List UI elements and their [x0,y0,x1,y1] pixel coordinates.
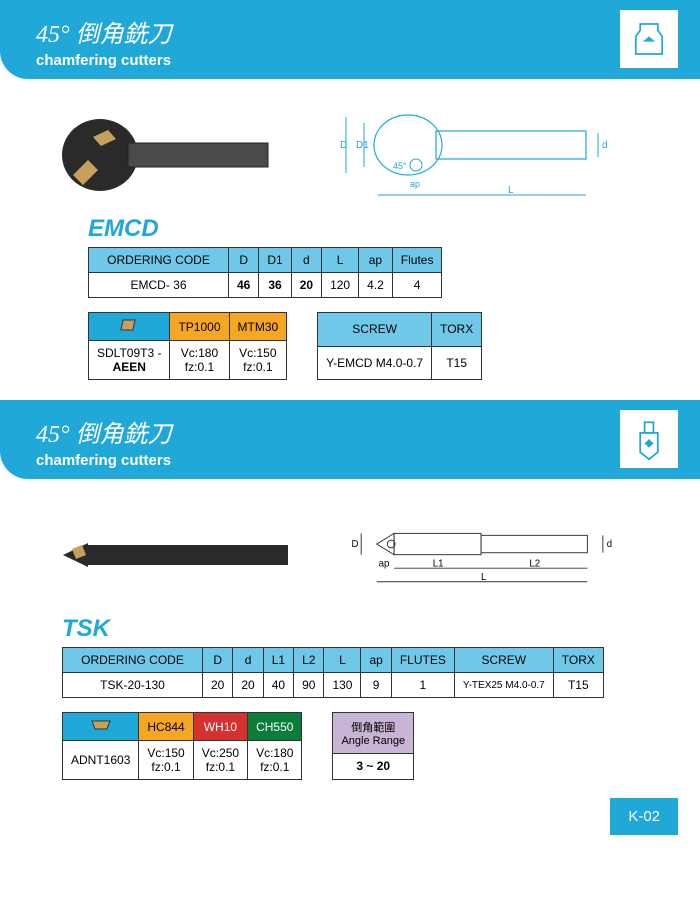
page-number: K-02 [610,798,678,835]
emcd-screw-table: SCREW TORX Y-EMCD M4.0-0.7 T15 [317,312,482,380]
header-icon-2 [620,410,678,468]
emcd-diagram: D D1 d L 45° ap [338,105,628,205]
label-L: L [508,185,514,196]
header-title-en-2: chamfering cutters [36,452,700,469]
svg-text:L2: L2 [529,559,540,570]
emcd-photo [38,105,298,205]
header-title-cn-1: 45° 倒角銑刀 [36,14,700,49]
angle-range-table: 倒角範圍Angle Range 3 ~ 20 [332,712,414,780]
header-icon-1 [620,10,678,68]
header-title-en-1: chamfering cutters [36,52,700,69]
label-ap: ap [410,179,420,189]
emcd-name: EMCD [88,215,662,243]
svg-text:D: D [352,539,359,550]
insert-code: SDLT09T3 -AEEN [89,341,170,380]
header-bar-2: 45° 倒角銑刀 chamfering cutters [0,400,700,479]
insert-icon [89,313,170,341]
emcd-spec-table: ORDERING CODE D D1 d L ap Flutes EMCD- 3… [88,247,442,298]
emcd-product-row: D D1 d L 45° ap [38,105,662,205]
tsk-name: TSK [62,615,662,643]
tsk-product-row: D d L1 L2 L ap [38,505,662,605]
svg-text:ap: ap [379,559,390,570]
tsk-photo [38,505,298,605]
tsk-insert-table: HC844 WH10 CH550 ADNT1603 Vc:150fz:0.1 V… [62,712,302,780]
emcd-insert-table: TP1000 MTM30 SDLT09T3 -AEEN Vc:180fz:0.1… [88,312,287,380]
header-title-cn-2: 45° 倒角銑刀 [36,414,700,449]
label-d: d [602,140,608,151]
svg-text:L: L [481,572,487,583]
tsk-spec-table: ORDERING CODE D d L1 L2 L ap FLUTES SCRE… [62,647,604,698]
label-D1: D1 [356,140,369,151]
th-ordering: ORDERING CODE [89,248,229,273]
svg-text:d: d [607,539,612,550]
header-bar-1: 45° 倒角銑刀 chamfering cutters [0,0,700,79]
svg-text:L1: L1 [433,559,444,570]
tsk-diagram: D d L1 L2 L ap [338,505,628,605]
insert-icon-2 [63,713,139,741]
label-angle: 45° [393,161,407,171]
label-D: D [340,140,347,151]
